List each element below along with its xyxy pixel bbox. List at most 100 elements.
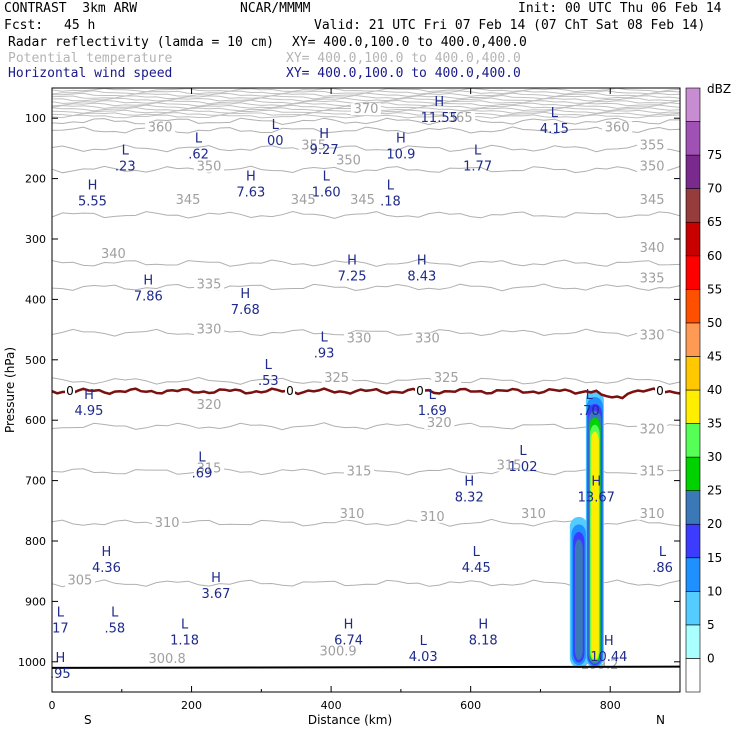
- theta-label-bg: [637, 465, 668, 478]
- fcst-label: Fcst:: [4, 18, 44, 33]
- theta-label: 330: [640, 329, 665, 344]
- axes: 0 200 400 600 800 100 200 300 400 500 600 700 800 900…: [18, 88, 681, 712]
- theta-label: 310: [340, 507, 365, 522]
- y-tick-label: 400: [25, 293, 46, 306]
- wind-extremum-high: H: [604, 634, 614, 649]
- freezing-label-bg: [655, 385, 665, 397]
- theta-label: 315: [197, 462, 222, 477]
- theta-label-bg: [194, 462, 224, 475]
- field-reflectivity-xy: XY= 400.0,100.0 to 400.0,400.0: [292, 35, 527, 50]
- wind-extremum-value: 00: [267, 134, 284, 149]
- wind-extremum-value: .69: [192, 466, 213, 481]
- colorbar: 0 5 10 15 20 25 30 35 40 45 50 55 60 65 70 75: [685, 87, 722, 693]
- theta-label: 300.9: [319, 645, 356, 660]
- colorbar-swatch: [685, 456, 701, 491]
- freezing-label-bg: [65, 385, 75, 397]
- theta-label: 310: [640, 507, 665, 522]
- wind-extremum-value: 5.55: [78, 194, 107, 209]
- theta-label: 320: [640, 422, 665, 437]
- wind-extremum-high: H: [396, 131, 406, 146]
- theta-label-bg: [344, 465, 375, 478]
- wind-extremum-value: .23: [115, 159, 136, 174]
- x-tick-label: 200: [181, 699, 202, 712]
- theta-label-bg: [602, 121, 633, 134]
- theta-label-bg: [194, 399, 224, 412]
- wind-extremum-value: 1.60: [312, 185, 341, 200]
- colorbar-swatch: [685, 658, 701, 693]
- colorbar-swatch: [685, 591, 701, 626]
- wind-extremum-high: H: [88, 178, 98, 193]
- theta-label: 305: [67, 573, 92, 588]
- freezing-label: 0: [416, 384, 424, 398]
- theta-label: 310: [521, 507, 546, 522]
- wind-extremum-value: 7.63: [236, 185, 265, 200]
- theta-label-bg: [518, 507, 549, 520]
- theta-label: 320: [197, 398, 222, 413]
- colorbar-label: 15: [707, 551, 722, 565]
- theta-label-bg: [194, 160, 224, 173]
- theta-line-340: [51, 259, 681, 267]
- wind-extremum-value: 8.18: [469, 634, 498, 649]
- wind-extremum-low: L: [195, 131, 203, 146]
- theta-label-bg: [637, 139, 668, 152]
- wind-extremum-low: L: [586, 388, 594, 403]
- wind-extremum-value: .53: [258, 374, 279, 389]
- wind-extremum-low: L: [473, 545, 481, 560]
- wind-extremum-value: 7.68: [231, 303, 260, 318]
- y-tick-label: 900: [25, 595, 46, 608]
- colorbar-label: 30: [707, 450, 722, 464]
- theta-label: 325: [324, 371, 349, 386]
- theta-label: 300.8: [149, 652, 186, 667]
- x-tick-label: 800: [600, 699, 621, 712]
- wind-extremum-high: H: [84, 388, 94, 403]
- wind-extremum-value: .70: [579, 404, 600, 419]
- theta-line-345: [51, 210, 681, 219]
- wind-extremum-value: 9.27: [310, 143, 339, 158]
- theta-label-bg: [194, 278, 224, 291]
- theta-label: 330: [197, 323, 222, 338]
- theta-label-bg: [347, 193, 378, 206]
- y-tick-label: 500: [25, 354, 46, 367]
- theta-label: 315: [497, 459, 522, 474]
- y-tick-label: 600: [25, 414, 46, 427]
- wind-extremum-value: 1.18: [170, 634, 199, 649]
- freezing-level-line: [51, 387, 681, 400]
- theta-label-bg: [145, 121, 176, 134]
- colorbar-label: 10: [707, 584, 722, 598]
- theta-label-bg: [337, 507, 368, 520]
- theta-label: 345: [350, 193, 375, 208]
- field-theta-name: Potential temperature: [8, 51, 173, 66]
- theta-line-335: [51, 283, 681, 292]
- colorbar-label: 60: [707, 249, 722, 263]
- theta-label-bg: [637, 507, 668, 520]
- theta-label: 340: [640, 241, 665, 256]
- theta-label-bg: [333, 154, 364, 167]
- colorbar-swatch: [685, 221, 701, 257]
- theta-label-bg: [445, 112, 476, 125]
- theta-dense-line: [51, 87, 681, 93]
- colorbar-swatch: [685, 523, 701, 559]
- theta-label-bg: [412, 332, 443, 345]
- wind-extremum-value: .58: [104, 622, 125, 637]
- theta-line-355: [51, 144, 681, 153]
- wind-extremum-value: 4.15: [540, 122, 569, 137]
- y-tick-label: 100: [25, 112, 46, 125]
- freezing-label-bg: [415, 385, 425, 397]
- wind-extremum-high: H: [319, 127, 329, 142]
- colorbar-label: 70: [707, 182, 722, 196]
- colorbar-label: 25: [707, 484, 722, 498]
- theta-label-bg: [173, 193, 204, 206]
- theta-label-bg: [152, 652, 183, 665]
- theta-label: 315: [347, 465, 372, 480]
- colorbar-swatch: [685, 423, 701, 458]
- theta-label-bg: [152, 516, 183, 529]
- wind-extremum-value: .93: [314, 347, 335, 362]
- theta-label-bg: [298, 139, 329, 152]
- theta-line-350: [51, 165, 681, 174]
- theta-label-bg: [323, 645, 354, 658]
- theta-label-bg: [351, 103, 381, 116]
- wind-extremum-low: L: [519, 444, 527, 459]
- ground-line: [51, 665, 681, 669]
- x-axis-title: Distance (km): [308, 713, 392, 727]
- theta-label: 330: [347, 332, 372, 347]
